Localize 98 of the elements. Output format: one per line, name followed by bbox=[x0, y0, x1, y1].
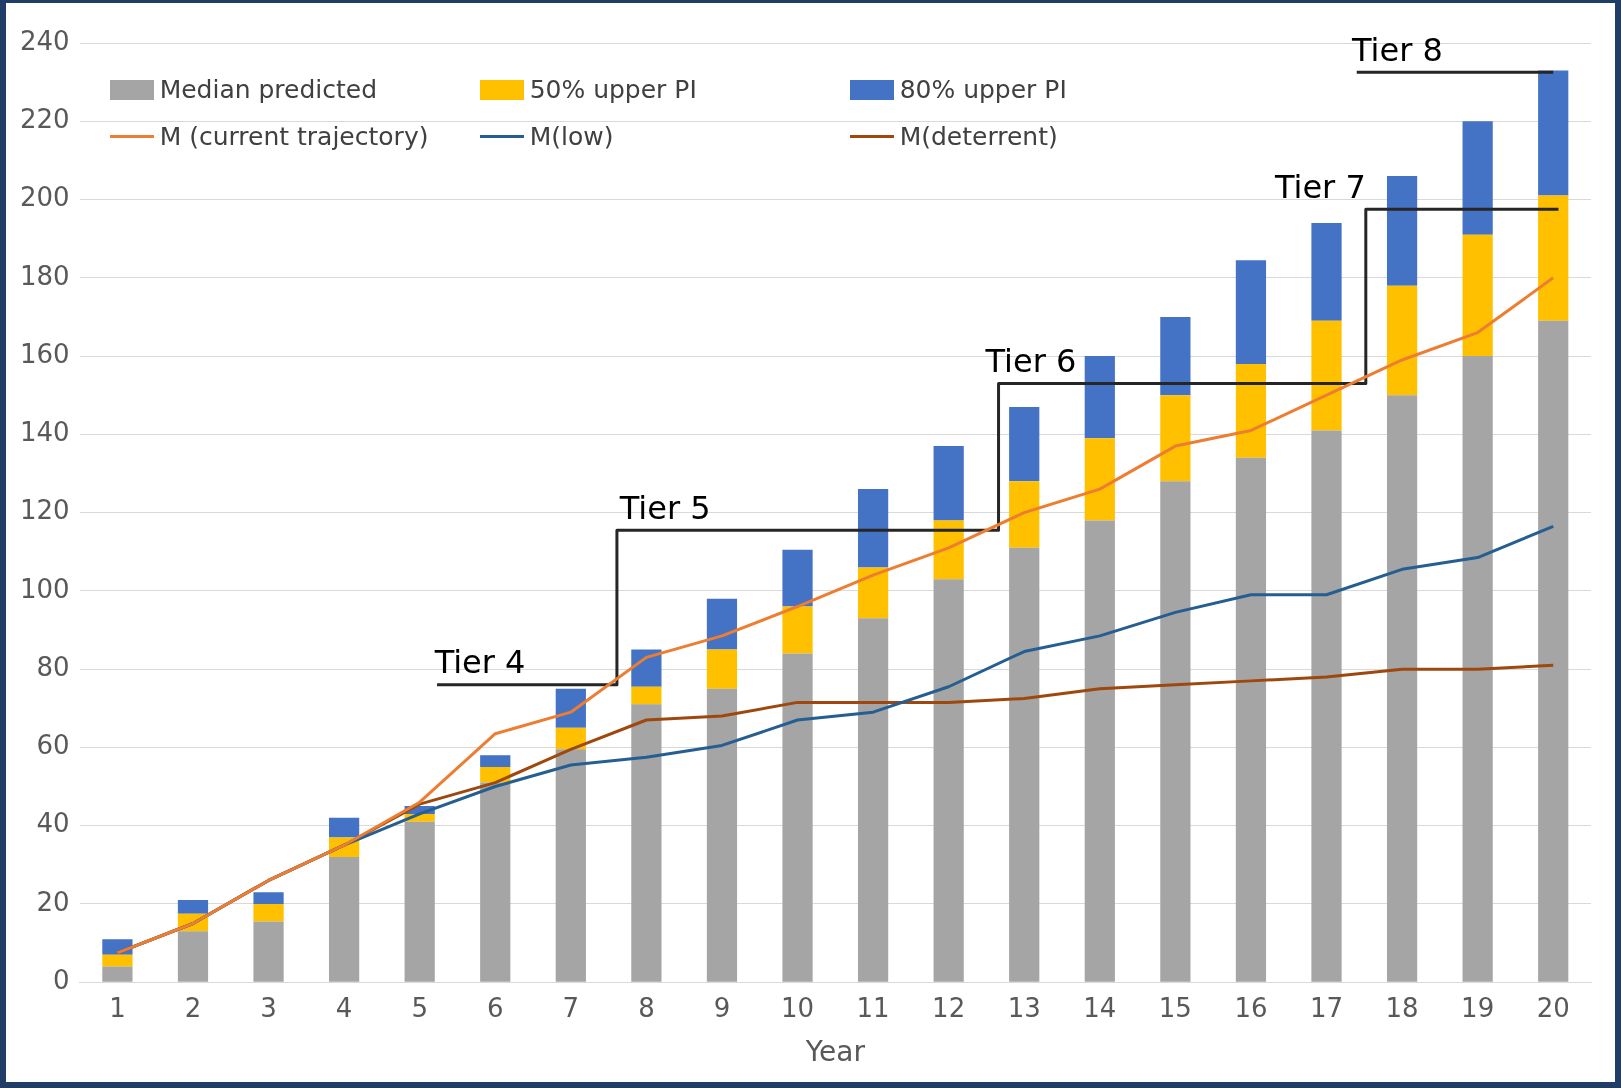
y-tick-label: 220 bbox=[19, 104, 70, 135]
bar bbox=[1160, 395, 1191, 482]
bar bbox=[1235, 363, 1267, 458]
x-tick-label: 20 bbox=[1536, 992, 1570, 1023]
bar bbox=[1311, 320, 1342, 431]
bar bbox=[1084, 520, 1115, 982]
bar bbox=[555, 688, 586, 728]
y-tick-label: 100 bbox=[19, 573, 70, 604]
y-tick-label: 240 bbox=[19, 25, 70, 56]
x-tick-label: 9 bbox=[713, 992, 731, 1023]
bar bbox=[1160, 316, 1191, 396]
bar bbox=[857, 567, 889, 619]
x-tick-label: 16 bbox=[1234, 992, 1268, 1023]
bar bbox=[1386, 395, 1418, 982]
y-tick-label: 160 bbox=[19, 338, 70, 369]
bar bbox=[555, 727, 586, 750]
bar bbox=[706, 649, 738, 689]
annotation: Tier 4 bbox=[433, 643, 526, 682]
x-tick-label: 12 bbox=[932, 992, 966, 1023]
x-tick-label: 11 bbox=[856, 992, 890, 1023]
bar bbox=[782, 549, 813, 607]
y-tick-label: 140 bbox=[19, 417, 70, 448]
legend-label: 80% upper PI bbox=[899, 75, 1067, 104]
bar bbox=[1311, 223, 1342, 321]
bar bbox=[1462, 356, 1493, 982]
bar bbox=[177, 900, 209, 914]
bar bbox=[1084, 438, 1115, 521]
bar bbox=[706, 688, 738, 982]
x-tick-label: 17 bbox=[1309, 992, 1344, 1023]
x-axis-title: Year bbox=[804, 1035, 866, 1069]
bar bbox=[1538, 195, 1569, 321]
legend-label: M(deterrent) bbox=[899, 122, 1058, 151]
legend-label: Median predicted bbox=[159, 75, 378, 104]
bar bbox=[1009, 547, 1040, 982]
annotation: Tier 8 bbox=[1351, 30, 1443, 69]
bar bbox=[404, 821, 435, 982]
legend-label: M (current trajectory) bbox=[159, 122, 429, 151]
y-tick-label: 0 bbox=[53, 964, 70, 995]
bar bbox=[782, 606, 813, 654]
legend-label: 50% upper PI bbox=[529, 75, 697, 104]
bar bbox=[1462, 234, 1493, 357]
bar bbox=[480, 755, 511, 767]
bar bbox=[329, 817, 360, 838]
x-tick-label: 7 bbox=[562, 992, 580, 1023]
bar bbox=[933, 579, 964, 982]
x-tick-label: 5 bbox=[411, 992, 428, 1023]
bar bbox=[555, 749, 586, 982]
bar bbox=[1235, 260, 1267, 364]
bar bbox=[102, 966, 133, 982]
y-tick-label: 200 bbox=[19, 182, 70, 213]
x-tick-label: 15 bbox=[1158, 992, 1192, 1023]
bar bbox=[857, 618, 889, 982]
bar bbox=[1235, 457, 1267, 982]
bar bbox=[1386, 285, 1418, 396]
bar bbox=[1311, 430, 1342, 982]
y-tick-label: 80 bbox=[36, 651, 70, 682]
bar bbox=[329, 856, 360, 982]
x-tick-label: 18 bbox=[1385, 992, 1419, 1023]
bar bbox=[253, 892, 284, 904]
annotation: Tier 6 bbox=[984, 341, 1077, 380]
x-tick-label: 3 bbox=[260, 992, 277, 1023]
bar bbox=[480, 782, 511, 982]
bar bbox=[1009, 406, 1040, 482]
bar bbox=[1160, 481, 1191, 982]
bar bbox=[253, 921, 284, 982]
x-tick-label: 14 bbox=[1083, 992, 1117, 1023]
x-tick-label: 1 bbox=[109, 992, 126, 1023]
y-tick-label: 180 bbox=[19, 260, 70, 291]
annotation: Tier 5 bbox=[618, 488, 711, 527]
x-tick-label: 2 bbox=[184, 992, 202, 1023]
bar bbox=[857, 489, 889, 568]
bar bbox=[782, 653, 813, 982]
bar bbox=[102, 954, 133, 967]
x-tick-label: 6 bbox=[486, 992, 504, 1023]
bar bbox=[1538, 70, 1569, 196]
bar bbox=[631, 686, 662, 705]
bar bbox=[933, 446, 964, 521]
x-tick-label: 13 bbox=[1007, 992, 1041, 1023]
y-tick-label: 120 bbox=[19, 495, 70, 526]
y-tick-label: 20 bbox=[36, 886, 70, 917]
x-tick-label: 4 bbox=[335, 992, 353, 1023]
bar bbox=[1084, 356, 1115, 439]
bar bbox=[1009, 481, 1040, 548]
bar bbox=[177, 931, 209, 982]
bar bbox=[253, 903, 284, 922]
x-tick-label: 19 bbox=[1461, 992, 1495, 1023]
bar bbox=[706, 598, 738, 650]
y-tick-label: 60 bbox=[36, 730, 70, 761]
x-tick-label: 10 bbox=[780, 992, 815, 1023]
bar bbox=[631, 649, 662, 687]
bar bbox=[1538, 320, 1569, 982]
annotation: Tier 7 bbox=[1273, 167, 1366, 206]
bar bbox=[1386, 176, 1418, 286]
x-tick-label: 8 bbox=[638, 992, 655, 1023]
legend-label: M(low) bbox=[529, 122, 614, 151]
bar bbox=[1462, 121, 1493, 235]
bar bbox=[631, 704, 662, 982]
y-tick-label: 40 bbox=[36, 808, 70, 839]
